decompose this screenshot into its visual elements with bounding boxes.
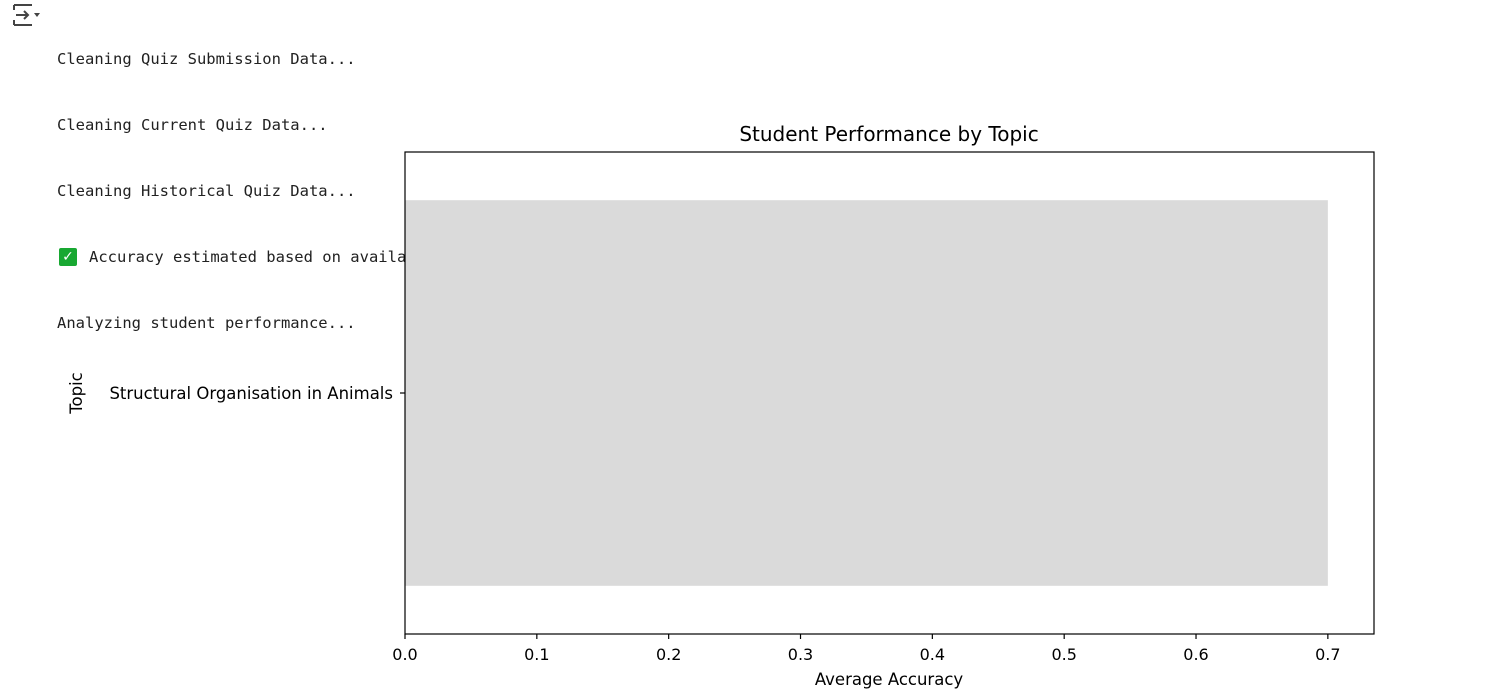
output-collapse-icon[interactable]	[10, 3, 42, 27]
console-line: Analyzing student performance...	[57, 314, 356, 332]
bar	[405, 200, 1328, 586]
console-line: ✓ Accuracy estimated based on available d…	[57, 246, 490, 268]
cell-output-console: Cleaning Quiz Submission Data... Cleanin…	[57, 4, 490, 356]
x-tick-label: 0.3	[788, 645, 813, 664]
x-tick-label: 0.4	[920, 645, 945, 664]
console-line: Cleaning Historical Quiz Data...	[57, 182, 356, 200]
check-mark-icon: ✓	[59, 248, 77, 266]
console-line: Cleaning Current Quiz Data...	[57, 116, 328, 134]
x-tick-label: 0.5	[1051, 645, 1076, 664]
x-tick-label: 0.1	[524, 645, 549, 664]
y-tick-label: Structural Organisation in Animals	[109, 384, 393, 403]
console-line: Cleaning Quiz Submission Data...	[57, 50, 356, 68]
x-tick-label: 0.0	[392, 645, 417, 664]
x-tick-label: 0.2	[656, 645, 681, 664]
x-axis-label: Average Accuracy	[815, 670, 964, 689]
x-tick-label: 0.6	[1183, 645, 1208, 664]
chart-title: Student Performance by Topic	[739, 122, 1038, 146]
x-tick-label: 0.7	[1315, 645, 1340, 664]
y-axis-label: Topic	[67, 372, 86, 415]
